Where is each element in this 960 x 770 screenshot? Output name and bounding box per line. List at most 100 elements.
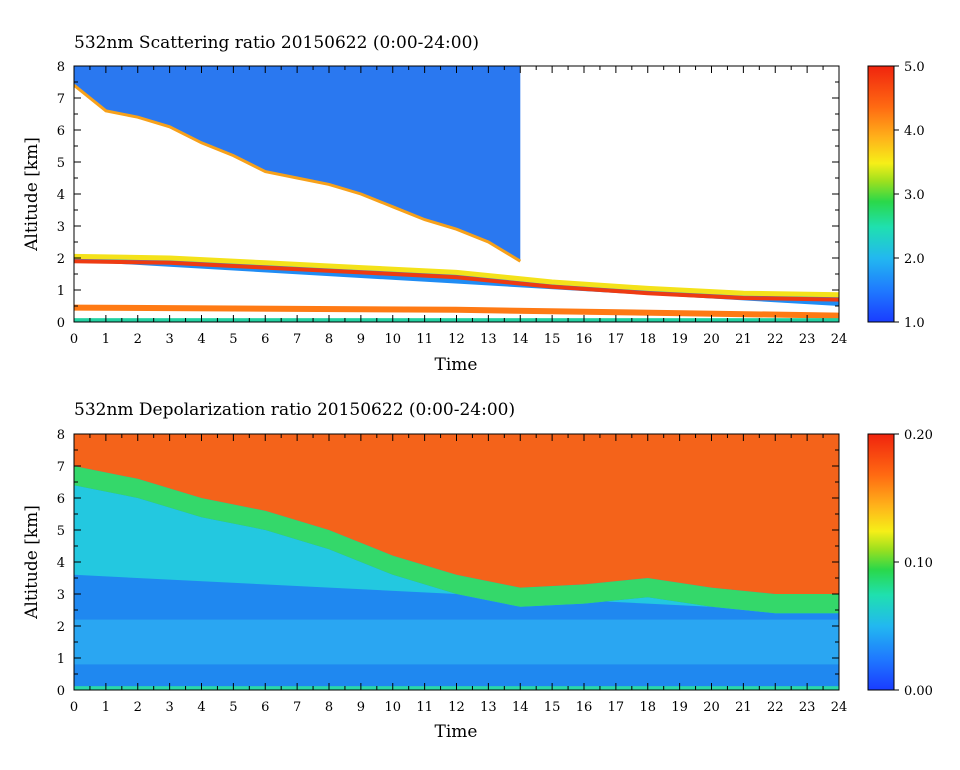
x-tick-label: 7 bbox=[293, 700, 301, 715]
scattering-colorbar-ticks: 1.0 2.0 3.0 4.0 5.0 bbox=[894, 60, 925, 331]
y-tick-label: 0 bbox=[57, 316, 65, 331]
y-tick-label: 4 bbox=[57, 188, 65, 203]
depolarization-colorbar-ticks: 0.00 0.10 0.20 bbox=[894, 428, 933, 699]
x-tick-label: 14 bbox=[512, 700, 529, 715]
x-tick-label: 5 bbox=[229, 332, 237, 347]
x-tick-label: 18 bbox=[639, 700, 656, 715]
colorbar-tick-label: 4.0 bbox=[904, 124, 925, 139]
x-tick-label: 8 bbox=[325, 700, 333, 715]
y-tick-label: 2 bbox=[57, 252, 65, 267]
depolarization-axes: 0 1 2 3 4 5 6 7 8 9 10 11 12 13 14 15 16 17 18 19 20 21 22 23 24… bbox=[57, 428, 848, 715]
colorbar-tick-label: 0.00 bbox=[904, 684, 933, 699]
scattering-axes: 0 1 2 3 4 5 6 7 8 9 10 11 12 13 14 15 16 17 18 19 20 21 22 23 24… bbox=[57, 60, 848, 347]
x-tick-label: 11 bbox=[416, 700, 433, 715]
y-tick-label: 8 bbox=[57, 60, 65, 75]
x-tick-label: 13 bbox=[480, 332, 497, 347]
depolarization-mid-layer bbox=[74, 485, 839, 614]
depolarization-green-layer bbox=[74, 466, 839, 614]
x-tick-label: 22 bbox=[767, 332, 784, 347]
x-tick-label: 19 bbox=[671, 332, 688, 347]
scattering-cloud-edge bbox=[74, 84, 522, 263]
depolarization-title: 532nm Depolarization ratio 20150622 (0:0… bbox=[74, 400, 515, 420]
x-tick-label: 10 bbox=[384, 700, 401, 715]
x-tick-label: 4 bbox=[197, 700, 205, 715]
x-tick-label: 12 bbox=[448, 700, 465, 715]
x-tick-label: 18 bbox=[639, 332, 656, 347]
y-tick-label: 8 bbox=[57, 428, 65, 443]
x-tick-label: 21 bbox=[735, 700, 752, 715]
x-tick-label: 14 bbox=[512, 332, 529, 347]
x-tick-label: 1 bbox=[102, 332, 110, 347]
depolarization-x-label: Time bbox=[435, 722, 478, 742]
x-tick-label: 21 bbox=[735, 332, 752, 347]
x-tick-label: 16 bbox=[576, 332, 593, 347]
scattering-x-label: Time bbox=[435, 355, 478, 375]
x-tick-label: 3 bbox=[165, 700, 173, 715]
y-tick-label: 5 bbox=[57, 156, 65, 171]
colorbar-tick-label: 5.0 bbox=[904, 60, 925, 75]
x-tick-label: 1 bbox=[102, 700, 110, 715]
x-tick-label: 17 bbox=[608, 700, 625, 715]
x-tick-label: 2 bbox=[134, 700, 142, 715]
x-tick-label: 15 bbox=[544, 332, 561, 347]
scattering-surface-layer bbox=[74, 304, 839, 319]
y-tick-label: 0 bbox=[57, 684, 65, 699]
x-tick-label: 19 bbox=[671, 700, 688, 715]
scattering-panel: 532nm Scattering ratio 20150622 (0:00-24… bbox=[22, 33, 925, 375]
x-tick-label: 8 bbox=[325, 332, 333, 347]
y-tick-label: 6 bbox=[57, 124, 65, 139]
x-tick-label: 4 bbox=[197, 332, 205, 347]
y-tick-label: 6 bbox=[57, 492, 65, 507]
x-tick-label: 20 bbox=[703, 332, 720, 347]
scattering-y-label: Altitude [km] bbox=[22, 137, 42, 252]
depolarization-high-layer bbox=[74, 434, 839, 594]
y-tick-label: 7 bbox=[57, 460, 65, 475]
x-tick-label: 0 bbox=[70, 700, 78, 715]
y-tick-label: 3 bbox=[57, 220, 65, 235]
y-tick-label: 1 bbox=[57, 652, 65, 667]
y-tick-label: 5 bbox=[57, 524, 65, 539]
x-tick-label: 6 bbox=[261, 700, 269, 715]
depolarization-panel: 532nm Depolarization ratio 20150622 (0:0… bbox=[22, 400, 933, 742]
x-tick-label: 15 bbox=[544, 700, 561, 715]
x-tick-label: 11 bbox=[416, 332, 433, 347]
x-tick-label: 22 bbox=[767, 700, 784, 715]
colorbar-tick-label: 3.0 bbox=[904, 188, 925, 203]
y-tick-label: 1 bbox=[57, 284, 65, 299]
x-tick-label: 24 bbox=[831, 700, 848, 715]
scattering-layer-edge-yellow bbox=[74, 253, 839, 298]
y-tick-label: 7 bbox=[57, 92, 65, 107]
x-tick-label: 2 bbox=[134, 332, 142, 347]
x-tick-label: 3 bbox=[165, 332, 173, 347]
x-tick-label: 17 bbox=[608, 332, 625, 347]
x-tick-label: 16 bbox=[576, 700, 593, 715]
scattering-heatmap bbox=[74, 66, 839, 322]
x-tick-label: 23 bbox=[799, 700, 816, 715]
x-tick-label: 12 bbox=[448, 332, 465, 347]
x-tick-label: 24 bbox=[831, 332, 848, 347]
scattering-colorbar bbox=[867, 65, 895, 323]
x-tick-label: 20 bbox=[703, 700, 720, 715]
colorbar-tick-label: 1.0 bbox=[904, 316, 925, 331]
y-tick-label: 2 bbox=[57, 620, 65, 635]
colorbar-tick-label: 2.0 bbox=[904, 252, 925, 267]
x-tick-label: 6 bbox=[261, 332, 269, 347]
depolarization-y-label: Altitude [km] bbox=[22, 505, 42, 620]
x-tick-label: 7 bbox=[293, 332, 301, 347]
colorbar-tick-label: 0.20 bbox=[904, 428, 933, 443]
x-tick-label: 9 bbox=[357, 700, 365, 715]
x-tick-label: 23 bbox=[799, 332, 816, 347]
depolarization-colorbar bbox=[867, 433, 895, 691]
scattering-layer-edge-red bbox=[74, 259, 839, 302]
depolarization-heatmap bbox=[74, 434, 839, 690]
x-tick-label: 10 bbox=[384, 332, 401, 347]
colorbar-tick-label: 0.10 bbox=[904, 556, 933, 571]
scattering-title: 532nm Scattering ratio 20150622 (0:00-24… bbox=[74, 33, 479, 53]
y-tick-label: 3 bbox=[57, 588, 65, 603]
x-tick-label: 5 bbox=[229, 700, 237, 715]
x-tick-label: 13 bbox=[480, 700, 497, 715]
x-tick-label: 0 bbox=[70, 332, 78, 347]
y-tick-label: 4 bbox=[57, 556, 65, 571]
x-tick-label: 9 bbox=[357, 332, 365, 347]
